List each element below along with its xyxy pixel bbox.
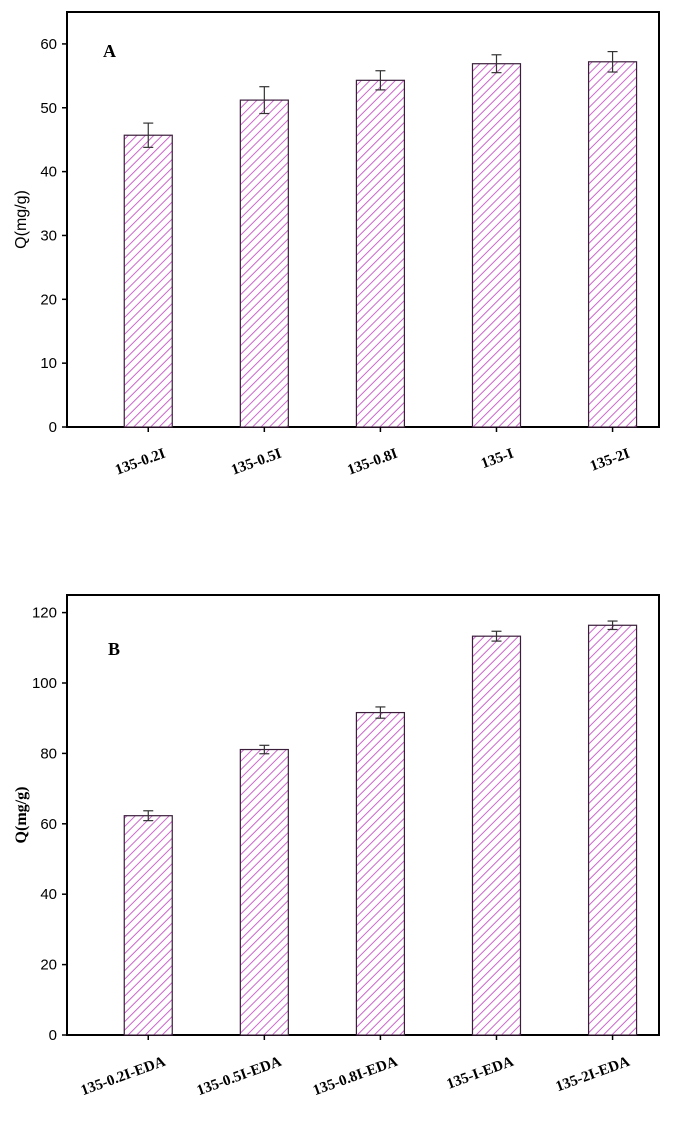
- bar: [239, 99, 289, 428]
- x-tick-label: 135-0.2I-EDA: [79, 1054, 168, 1099]
- y-tick-label: 0: [49, 1027, 57, 1044]
- y-tick-label: 60: [40, 816, 57, 833]
- x-tick-label: 135-0.2I: [113, 446, 168, 479]
- y-tick-label: 50: [40, 100, 57, 117]
- y-tick-label: 20: [40, 957, 57, 974]
- x-tick-label: 135-I-EDA: [445, 1054, 516, 1093]
- y-tick-label: 80: [40, 745, 57, 762]
- bar: [355, 79, 406, 428]
- y-tick-label: 40: [40, 886, 57, 903]
- x-tick-label: 135-I: [479, 446, 516, 472]
- y-axis-label: Q(mg/g): [13, 787, 30, 844]
- bar: [587, 624, 638, 1036]
- x-tick-label: 135-2I-EDA: [554, 1054, 632, 1096]
- bar: [239, 748, 289, 1036]
- y-tick-label: 120: [32, 605, 57, 622]
- y-tick-label: 100: [32, 675, 57, 692]
- x-tick-label: 135-2I: [588, 446, 632, 475]
- y-tick-label: 10: [40, 355, 57, 372]
- y-axis-label: Q(mg/g): [13, 190, 30, 249]
- bar: [355, 711, 406, 1036]
- y-tick-label: 30: [40, 227, 57, 244]
- bar: [471, 635, 522, 1036]
- panel-label: B: [108, 639, 120, 659]
- x-tick-label: 135-0.5I: [229, 446, 284, 479]
- bar: [471, 63, 522, 428]
- y-tick-label: 60: [40, 36, 57, 53]
- x-tick-label: 135-0.8I: [345, 446, 400, 479]
- x-tick-label: 135-0.5I-EDA: [195, 1054, 284, 1099]
- y-tick-label: 0: [49, 419, 57, 436]
- chart-panel-a: 0 10 20 30 40 50 60 Q(mg/g) A 135-0.2I 135-0.5I 135…: [13, 11, 660, 479]
- bar: [587, 61, 638, 428]
- y-tick-label: 40: [40, 164, 57, 181]
- x-tick-label: 135-0.8I-EDA: [311, 1054, 400, 1099]
- chart-panel-b: 0 20 40 60 80 100 120 Q(mg/g) B 135-0.2I-EDA 135-0…: [13, 594, 660, 1099]
- bar: [123, 815, 173, 1036]
- panel-label: A: [103, 41, 116, 61]
- y-tick-label: 20: [40, 291, 57, 308]
- bar: [123, 134, 173, 428]
